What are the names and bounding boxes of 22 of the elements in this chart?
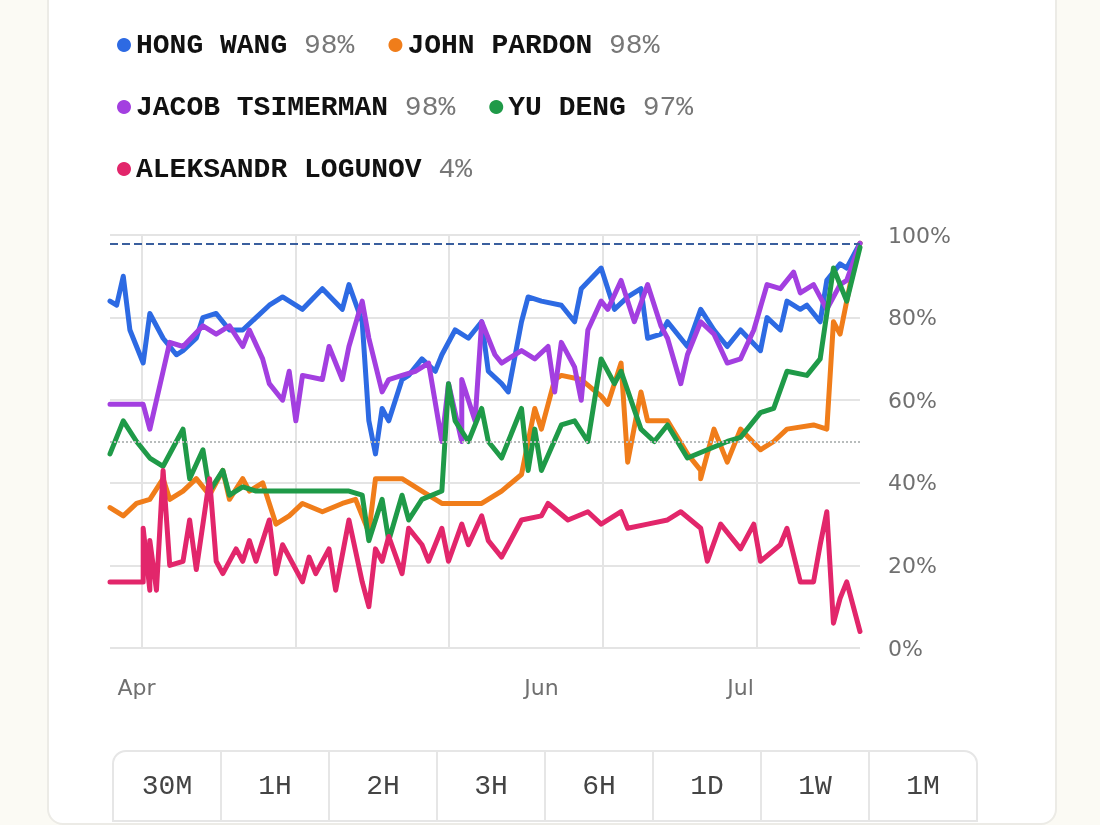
y-tick-label: 80% [888,305,937,331]
text: 1M [868,750,978,822]
y-tick-label: 40% [888,470,937,496]
y-tick-label: 20% [888,552,937,578]
legend-label: YU DENG 97% [508,91,694,123]
text: 1W [760,750,870,822]
y-tick-label: 100% [888,222,951,248]
text: 6H [544,750,654,822]
x-tick-label: Jul [725,674,754,700]
x-tick-label: Jun [522,674,559,700]
text: 2H [328,750,438,822]
text: 30M [112,750,222,822]
text: 3H [436,750,546,822]
legend-label: JOHN PARDON 98% [407,29,660,61]
y-tick-label: 0% [888,635,923,661]
y-tick-label: 60% [888,387,937,413]
text: 1H [220,750,330,822]
x-tick-label: Apr [117,674,157,700]
legend-label: HONG WANG 98% [136,29,355,61]
text: 1D [652,750,762,822]
legend-label: JACOB TSIMERMAN 98% [136,91,456,123]
legend-label: ALEKSANDR LOGUNOV 4% [136,153,473,185]
